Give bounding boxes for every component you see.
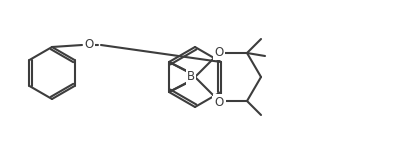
Text: O: O — [214, 46, 224, 58]
Text: O: O — [84, 40, 93, 50]
Text: O: O — [214, 95, 224, 108]
Text: O: O — [84, 38, 93, 51]
Text: B: B — [187, 71, 195, 84]
Text: Cl: Cl — [213, 97, 225, 111]
